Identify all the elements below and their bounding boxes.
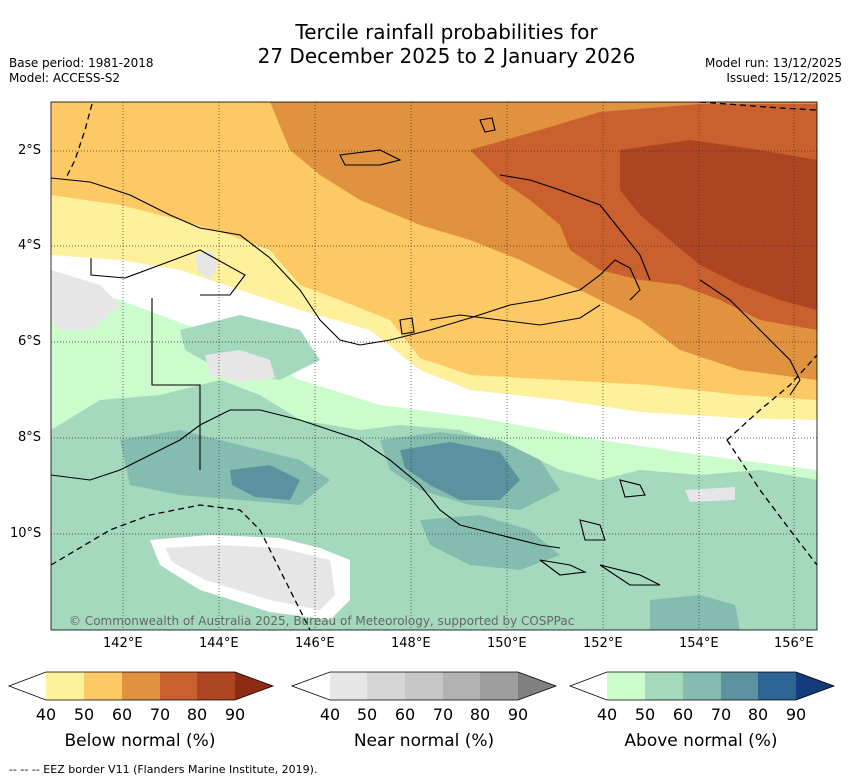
base-period: Base period: 1981-2018 (9, 56, 154, 70)
lat-label-10s: 10°S (10, 526, 42, 541)
cb-above-tick-40: 40 (596, 705, 618, 724)
cb-above-seg-70 (721, 672, 758, 700)
map-title: Tercile rainfall probabilities for 27 De… (0, 20, 850, 68)
lon-label-156e: 156°E (774, 636, 814, 651)
cb-above-tick-70: 70 (710, 705, 732, 724)
lat-label-2s: 2°S (18, 143, 42, 158)
title-line-1: Tercile rainfall probabilities for (295, 20, 598, 44)
cb-above-seg-50 (645, 672, 683, 700)
model-name: Model: ACCESS-S2 (9, 71, 121, 85)
cb-near-tick-70: 70 (432, 705, 454, 724)
cb-below-tick-70: 70 (149, 705, 171, 724)
cb-near-seg-40 (330, 672, 367, 700)
colorbar-above (568, 671, 836, 701)
cb-near-tick-60: 60 (394, 705, 416, 724)
cb-above-tick-50: 50 (634, 705, 656, 724)
cb-below-tick-50: 50 (73, 705, 95, 724)
coastlines (51, 117, 801, 586)
field-near-40e (685, 487, 735, 502)
lon-label-148e: 148°E (391, 636, 431, 651)
cb-below-seg-70 (160, 672, 197, 700)
lat-label-4s: 4°S (18, 238, 42, 253)
cb-near-seg-80 (480, 672, 518, 700)
cb-above-seg-40 (607, 672, 645, 700)
cb-near-seg-60 (405, 672, 443, 700)
lon-label-142e: 142°E (103, 636, 143, 651)
field-below-80 (620, 140, 817, 310)
model-info: Base period: 1981-2018 Model: ACCESS-S2 (9, 56, 154, 86)
cb-near-high-arrow (518, 672, 556, 700)
cb-near-tick-90: 90 (507, 705, 529, 724)
model-run-date: Model run: 13/12/2025 (704, 56, 842, 70)
field-near-40d (205, 350, 275, 382)
colorbar-near (290, 671, 558, 701)
cb-below-seg-80 (197, 672, 235, 700)
graticule (51, 102, 817, 630)
field-near-40a (51, 270, 120, 330)
cb-near-low-arrow (292, 672, 330, 700)
lon-label-152e: 152°E (583, 636, 623, 651)
lon-label-146e: 146°E (295, 636, 335, 651)
cb-above-tick-80: 80 (747, 705, 769, 724)
lon-label-154e: 154°E (679, 636, 719, 651)
cb-above-label: Above normal (%) (624, 731, 778, 751)
title-line-2: 27 December 2025 to 2 January 2026 (257, 44, 636, 68)
probability-field (51, 102, 817, 630)
lon-label-144e: 144°E (199, 636, 239, 651)
cb-above-low-arrow (570, 672, 607, 700)
run-info: Model run: 13/12/2025 Issued: 15/12/2025 (705, 56, 842, 86)
eez-footnote: -- -- -- EEZ border V11 (Flanders Marine… (9, 763, 318, 776)
cb-above-tick-60: 60 (672, 705, 694, 724)
cb-below-tick-80: 80 (186, 705, 208, 724)
lon-label-150e: 150°E (487, 636, 527, 651)
cb-near-tick-80: 80 (469, 705, 491, 724)
cb-below-tick-90: 90 (224, 705, 246, 724)
field-near-40c (195, 250, 218, 280)
cb-below-tick-40: 40 (35, 705, 57, 724)
cb-below-seg-40 (46, 672, 84, 700)
field-above-70b (230, 465, 300, 500)
map-frame (50, 101, 818, 631)
cb-below-seg-60 (122, 672, 160, 700)
cb-near-seg-70 (443, 672, 480, 700)
cb-below-label: Below normal (%) (64, 731, 216, 751)
cb-near-seg-50 (367, 672, 405, 700)
cb-below-low-arrow (9, 672, 46, 700)
cb-above-seg-80 (758, 672, 796, 700)
cb-above-high-arrow (796, 672, 834, 700)
issued-date: Issued: 15/12/2025 (726, 71, 842, 85)
cb-below-seg-50 (84, 672, 122, 700)
cb-near-tick-50: 50 (356, 705, 378, 724)
lat-label-8s: 8°S (18, 430, 42, 445)
cb-below-high-arrow (235, 672, 273, 700)
field-above-70 (400, 442, 520, 500)
eez-borders (51, 102, 817, 630)
copyright-notice: © Commonwealth of Australia 2025, Bureau… (69, 614, 575, 628)
field-above-60c (420, 515, 560, 570)
lat-label-6s: 6°S (18, 334, 42, 349)
cb-below-tick-60: 60 (111, 705, 133, 724)
cb-above-seg-60 (683, 672, 721, 700)
cb-near-tick-40: 40 (319, 705, 341, 724)
colorbar-below (7, 671, 275, 701)
cb-near-label: Near normal (%) (353, 731, 495, 751)
field-above-60d (650, 595, 740, 630)
cb-above-tick-90: 90 (785, 705, 807, 724)
